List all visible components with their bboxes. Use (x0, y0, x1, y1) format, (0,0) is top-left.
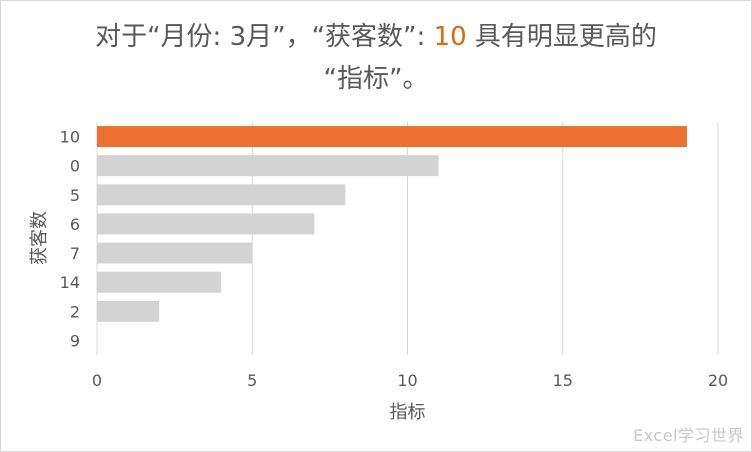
y-tick-label: 2 (70, 302, 80, 321)
y-tick-label: 14 (60, 273, 80, 292)
title-text-2: 具有明显更高的 (466, 22, 657, 52)
y-tick-label: 6 (70, 215, 80, 234)
y-tick-label: 0 (70, 157, 80, 176)
bar (97, 184, 346, 206)
y-axis-title: 获客数 (29, 211, 50, 265)
bar (97, 213, 315, 235)
watermark: Excel学习世界 (633, 426, 744, 445)
bar (97, 300, 160, 322)
title-highlight: 10 (433, 22, 467, 52)
x-tick-label: 10 (397, 371, 417, 390)
bar (97, 155, 439, 177)
x-axis-title: 指标 (390, 402, 426, 423)
title-line-2: “指标”。 (323, 64, 429, 94)
y-tick-label: 5 (70, 186, 80, 205)
x-tick-label: 15 (553, 371, 573, 390)
chart-title: 对于“月份: 3月”，“获客数”: 10 具有明显更高的 “指标”。 (0, 16, 752, 100)
bar (97, 271, 222, 293)
x-tick-label: 5 (247, 371, 257, 390)
y-tick-label: 9 (70, 331, 80, 350)
bar (97, 242, 253, 264)
title-text-1: 对于“月份: 3月”，“获客数”: (95, 22, 434, 52)
bar-highlighted (97, 126, 687, 148)
y-tick-label: 10 (60, 128, 80, 147)
y-tick-label: 7 (70, 244, 80, 263)
x-tick-label: 20 (708, 371, 728, 390)
x-tick-label: 0 (92, 371, 102, 390)
title-line-1: 对于“月份: 3月”，“获客数”: 10 具有明显更高的 (0, 16, 752, 58)
